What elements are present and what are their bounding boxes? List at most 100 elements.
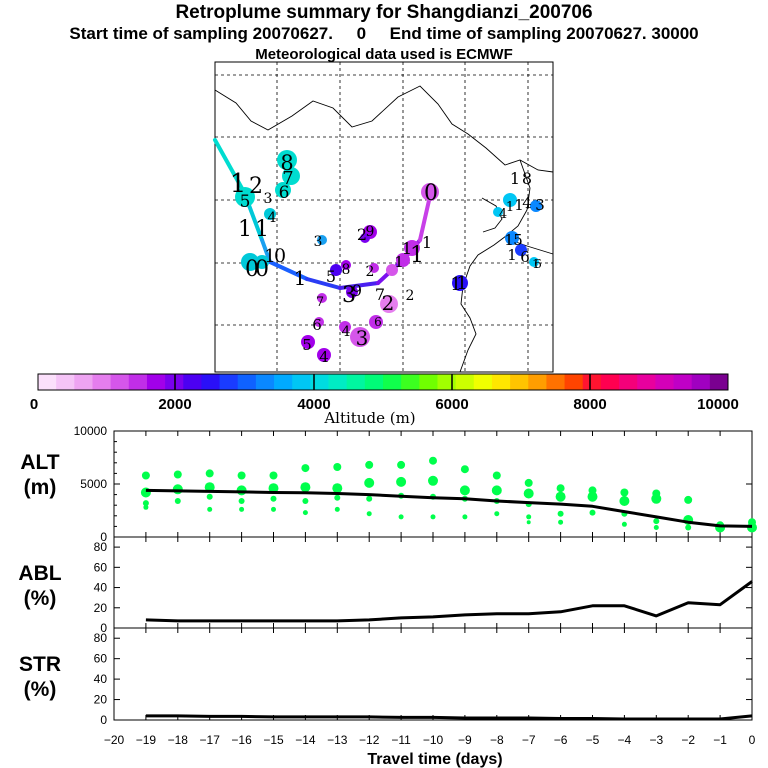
altitude-point [619,496,630,506]
colorbar-swatch [619,374,638,390]
trajectory-marker [386,264,398,276]
altitude-point [141,471,150,480]
series-line [145,488,753,528]
colorbar-swatch [401,374,420,390]
panel-ylabel-unit: (%) [24,678,57,701]
track-segment [268,260,309,281]
trajectory-label: 6 [374,315,382,329]
x-tick-label: −4 [618,733,632,747]
x-tick-label: −13 [327,733,348,747]
trajectory-label: 4 [342,324,351,340]
altitude-point [429,456,437,465]
trajectory-marker [396,253,410,267]
altitude-point [142,500,149,507]
trajectory-marker [505,231,519,245]
altitude-point [523,488,534,499]
colorbar-swatch [110,374,130,390]
trajectory-label: 3 [264,191,273,207]
panel-ylabel-unit: (%) [24,587,57,610]
colorbar-tick-label: 6000 [435,396,468,413]
track-segment [338,281,380,290]
trajectory-label: 4 [522,194,532,212]
colorbar-swatch [56,374,75,390]
trajectory-label: 1 [230,169,247,199]
colorbar-swatch [673,374,693,390]
colorbar-swatch [383,374,402,390]
trajectory-label: 0 [255,257,269,282]
altitude-point [524,478,533,487]
altitude-point [204,482,215,493]
trajectory-marker [317,235,327,245]
x-tick-label: −10 [423,733,444,747]
colorbar-tick-label: 10000 [697,396,739,413]
colorbar-swatch [92,374,112,390]
track-segment [305,277,342,290]
altitude-colorbar: 0 2000 4000 6000 8000 10000 Altitude (m) [30,373,739,427]
trajectory-marker [452,275,468,291]
trajectory-marker [264,208,276,220]
altitude-point [302,498,309,504]
trajectory-label: 7 [375,285,385,304]
colorbar-swatch [310,374,329,390]
altitude-point [526,520,531,525]
trajectory-label: 9 [366,224,375,240]
altitude-point [555,491,566,502]
colorbar-swatch [600,374,620,390]
altitude-point [268,483,279,494]
trajectory-label: 7 [282,168,293,189]
colorbar-tick-label: 2000 [158,396,191,413]
panel-frame [113,627,753,721]
altitude-point [366,495,373,502]
panel-alt: ALT(m) 0 5000 10000 [20,424,757,544]
border-north [214,85,554,173]
trajectory-marker [277,150,297,170]
x-tick-label: −5 [586,733,600,747]
trajectory-label: 0 [245,257,259,282]
colorbar-swatch [183,374,202,390]
colorbar-swatch [328,374,348,390]
altitude-point [589,509,596,516]
trajectory-label: 5 [302,336,312,354]
altitude-point [684,495,693,504]
trajectory-label: 6 [279,183,290,203]
trajectory-label: 1 [510,169,520,188]
trajectory-label: 8 [522,169,532,188]
trajectory-label: 1 [410,243,424,268]
altitude-point [491,485,502,496]
colorbar-swatch [637,374,656,390]
colorbar-swatch [510,374,529,390]
altitude-point [143,504,149,510]
colorbar-swatch [691,374,711,390]
colorbar-swatch [274,374,293,390]
trajectory-label: 1 [264,246,275,267]
x-tick-label: −12 [359,733,380,747]
track-segment [260,238,272,264]
altitude-point [238,498,245,504]
colorbar-swatch [128,374,148,390]
altitude-point [396,476,407,487]
trajectory-label: 1 [456,273,467,294]
y-tick-label: 10000 [74,424,108,438]
colorbar-tick-label: 8000 [573,396,606,413]
trajectory-label: 5 [326,267,336,286]
altitude-point [270,495,277,502]
y-tick-label: 20 [94,693,108,707]
panel-ylabel: ABL [18,562,61,585]
time-series-panels: ALT(m)0500010000ABL(%)020406080STR(%)020… [18,424,757,768]
x-tick-label: −17 [200,733,221,747]
altitude-point [651,493,662,504]
x-tick-label: 0 [749,733,756,747]
trajectory-label: 3 [314,234,323,250]
panel-ylabel: ALT [20,451,59,474]
altitude-point [459,485,470,496]
trajectory-label: 2 [382,291,395,315]
trajectory-marker [235,187,255,207]
trajectory-marker [421,183,439,201]
colorbar-swatch [201,374,220,390]
trajectory-label: 1 [294,266,307,290]
trajectory-label: 2 [357,225,367,244]
trajectory-marker [346,286,358,298]
trajectory-label: 8 [280,151,293,175]
colorbar-swatch [528,374,547,390]
